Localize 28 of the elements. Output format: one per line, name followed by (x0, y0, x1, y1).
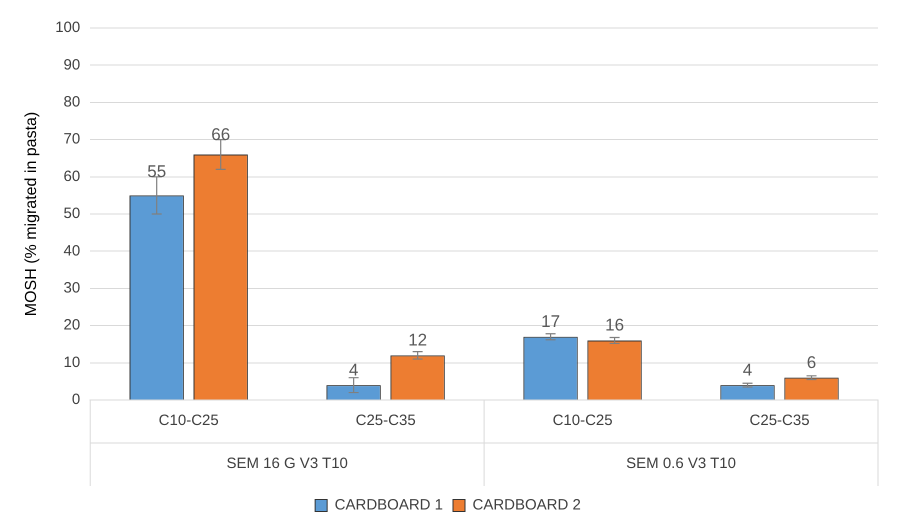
y-axis-title: MOSH (% migrated in pasta) (23, 112, 40, 316)
y-tick-label: 20 (64, 316, 80, 334)
x-tick-label: C25-C35 (356, 412, 416, 430)
data-label: 4 (348, 360, 358, 380)
y-tick-label: 40 (64, 242, 80, 260)
y-tick-label: 90 (64, 56, 80, 74)
data-label: 55 (147, 162, 166, 181)
y-tick-label: 30 (64, 280, 80, 297)
x-tick-label: C25-C35 (750, 412, 810, 430)
y-tick-label: 50 (64, 205, 80, 222)
y-tick-label: 10 (64, 354, 80, 371)
y-tick-label: 0 (72, 391, 80, 408)
data-label: 16 (605, 316, 624, 335)
data-label: 12 (408, 330, 428, 350)
text: SEM 16 G V3 T10 (226, 455, 348, 472)
data-label: 66 (211, 124, 230, 144)
legend-label: CARDBOARD 1 (334, 496, 444, 514)
y-tick-label: 70 (64, 130, 80, 148)
x-tick-label: C10-C25 (552, 412, 613, 430)
text: SEM 0.6 V3 T10 (626, 455, 736, 472)
data-label: 4 (742, 360, 752, 380)
legend-label: CARDBOARD 2 (472, 496, 581, 514)
y-tick-label: 100 (55, 19, 80, 36)
y-tick-label: 60 (64, 168, 80, 185)
x-tick-label: C10-C25 (158, 412, 219, 430)
y-tick-label: 80 (64, 94, 80, 111)
data-label: 17 (541, 312, 560, 331)
data-label: 6 (806, 352, 816, 372)
